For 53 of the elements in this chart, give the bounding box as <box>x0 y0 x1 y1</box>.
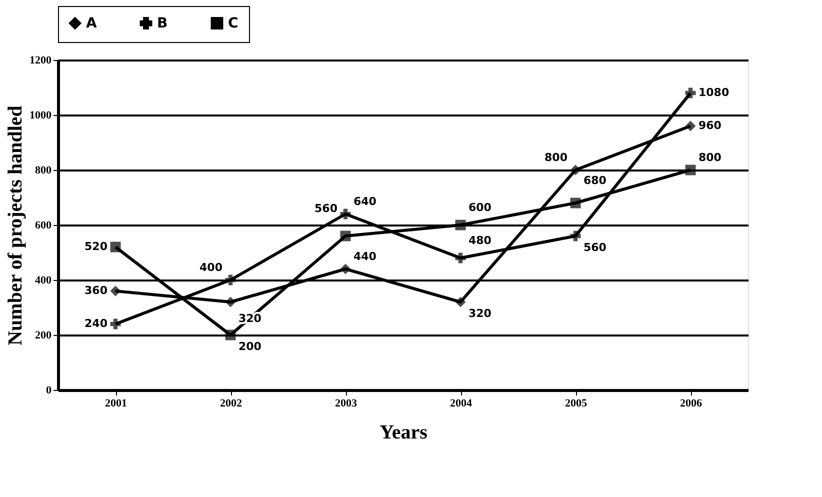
point <box>340 264 351 274</box>
point <box>570 164 581 176</box>
data-label: 440 <box>354 250 377 263</box>
data-label: 360 <box>84 284 108 297</box>
point <box>110 318 121 330</box>
x-tick-label: 2006 <box>680 398 702 410</box>
y-axis-title: Number of projects handled <box>4 106 26 346</box>
point <box>225 274 236 286</box>
data-label: 520 <box>84 240 108 253</box>
data-label: 200 <box>238 340 262 353</box>
point <box>225 296 236 308</box>
point <box>685 120 696 132</box>
point <box>340 230 351 242</box>
data-label: 680 <box>584 174 607 187</box>
y-tick-label: 200 <box>35 330 52 342</box>
point <box>570 198 581 208</box>
point <box>455 220 466 230</box>
point <box>685 88 696 98</box>
legend-label: A <box>86 15 97 32</box>
point <box>340 208 351 220</box>
x-axis-title: Years <box>380 422 428 444</box>
data-label: 600 <box>468 201 492 214</box>
data-label: 800 <box>544 151 568 164</box>
point <box>455 296 466 308</box>
y-tick-label: 800 <box>35 164 52 176</box>
point <box>225 330 236 340</box>
y-tick-label: 1000 <box>30 110 52 122</box>
data-label: 560 <box>584 241 607 254</box>
legend-label: B <box>157 15 168 32</box>
y-tick-label: 600 <box>35 220 52 232</box>
data-label: 1080 <box>698 86 730 99</box>
data-label: 560 <box>314 202 338 215</box>
x-tick-label: 2004 <box>450 398 472 410</box>
point <box>570 230 581 242</box>
y-tick-label: 0 <box>46 384 52 396</box>
data-label: 400 <box>200 261 223 274</box>
y-tick-label: 400 <box>35 274 52 286</box>
data-label: 640 <box>354 195 377 208</box>
point <box>110 286 121 296</box>
x-tick-label: 2001 <box>105 398 127 410</box>
legend-label: C <box>228 15 238 32</box>
x-tick-label: 2005 <box>565 398 588 410</box>
data-label: 480 <box>468 234 492 247</box>
data-label: 320 <box>468 307 492 320</box>
point <box>685 164 696 176</box>
x-tick-label: 2002 <box>220 398 242 410</box>
x-tick-label: 2003 <box>335 398 358 410</box>
data-label: 800 <box>698 151 722 164</box>
data-label: 960 <box>698 119 722 132</box>
data-label: 240 <box>84 317 108 330</box>
y-tick-label: 1200 <box>30 54 52 66</box>
point <box>455 252 466 264</box>
point <box>110 242 121 252</box>
